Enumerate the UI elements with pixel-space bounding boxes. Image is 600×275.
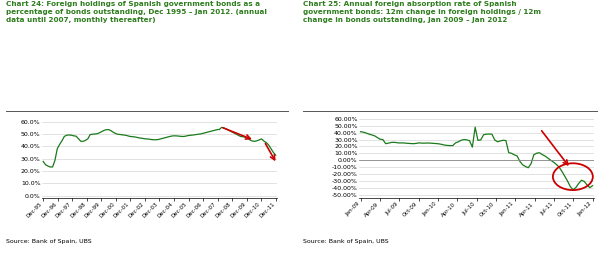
- Text: Chart 25: Annual foreign absorption rate of Spanish
government bonds: 12m change: Chart 25: Annual foreign absorption rate…: [303, 1, 541, 23]
- Text: Chart 24: Foreign holdings of Spanish government bonds as a
percentage of bonds : Chart 24: Foreign holdings of Spanish go…: [6, 1, 267, 23]
- Text: Source: Bank of Spain, UBS: Source: Bank of Spain, UBS: [303, 239, 389, 244]
- Text: Source: Bank of Spain, UBS: Source: Bank of Spain, UBS: [6, 239, 92, 244]
